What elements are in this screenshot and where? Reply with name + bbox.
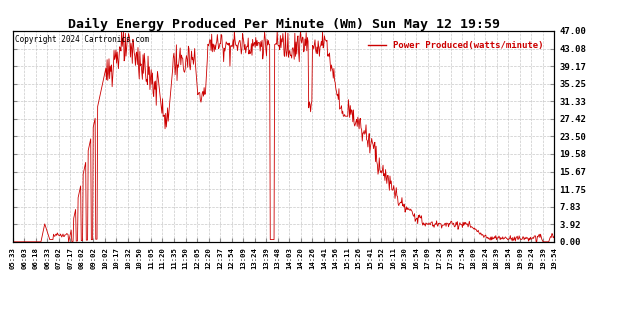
Text: Copyright 2024 Cartronics.com: Copyright 2024 Cartronics.com — [15, 35, 149, 44]
Legend: Power Produced(watts/minute): Power Produced(watts/minute) — [364, 38, 547, 54]
Title: Daily Energy Produced Per Minute (Wm) Sun May 12 19:59: Daily Energy Produced Per Minute (Wm) Su… — [67, 18, 500, 31]
